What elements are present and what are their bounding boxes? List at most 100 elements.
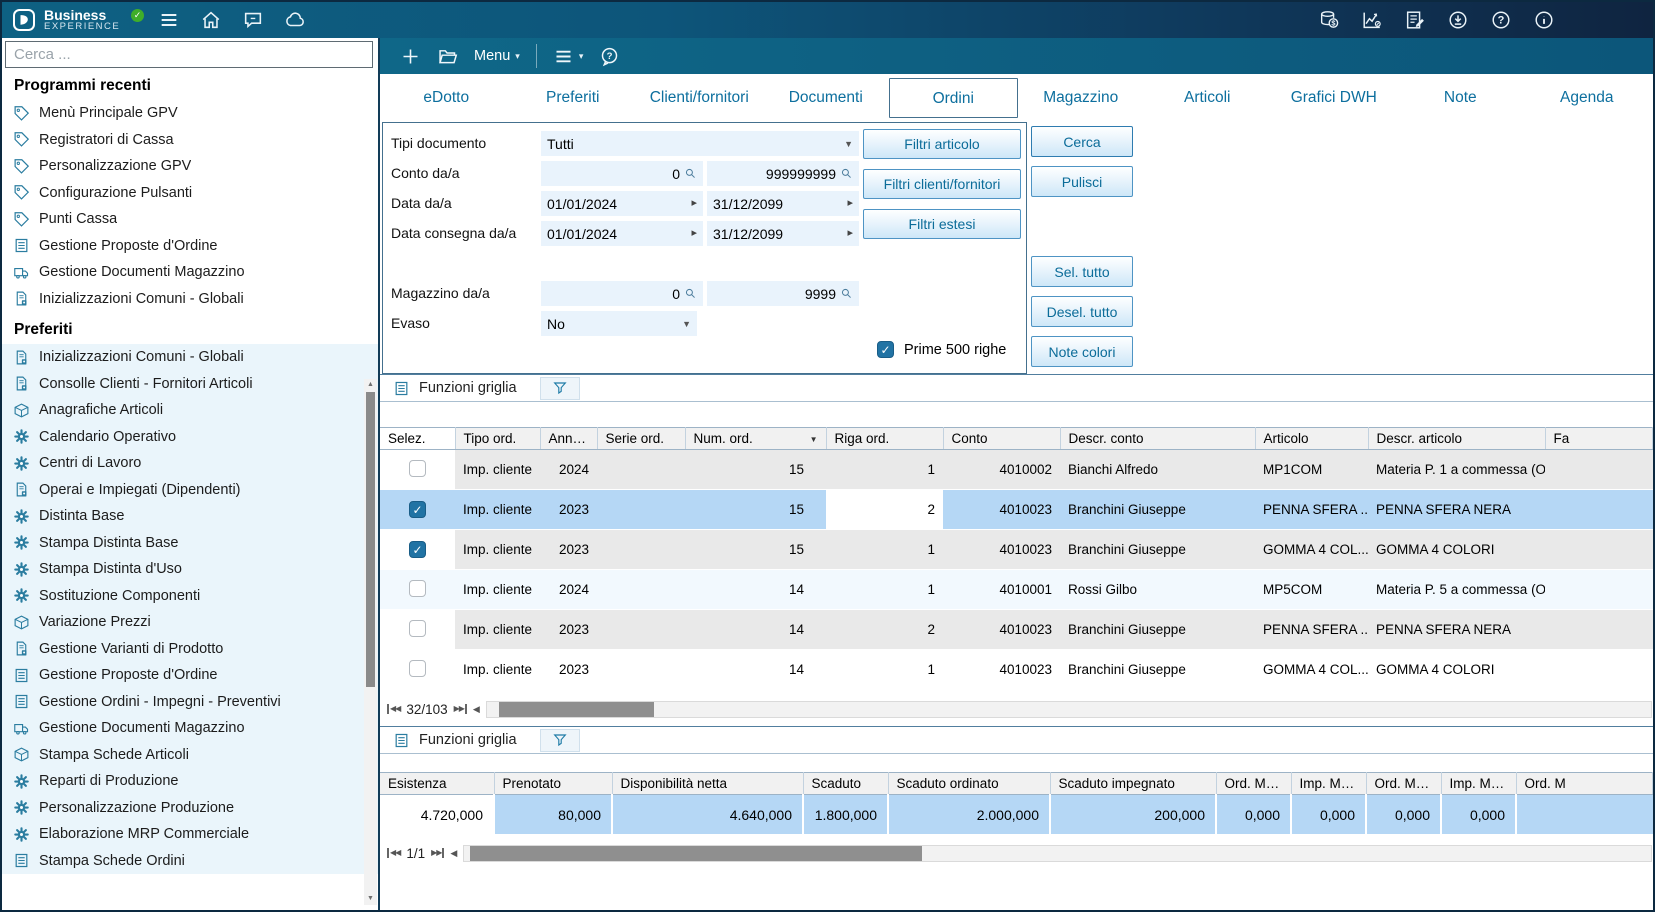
row-checkbox[interactable]	[409, 541, 426, 558]
favorite-item-variazione-prezzi[interactable]: Variazione Prezzi	[2, 609, 378, 636]
col-prenotato[interactable]: Prenotato	[494, 773, 612, 795]
col-num-ord[interactable]: ▼Num. ord.	[685, 428, 826, 450]
row-checkbox[interactable]	[409, 460, 426, 477]
sel-tutto-button[interactable]: Sel. tutto	[1031, 256, 1133, 287]
favorite-item-sostituzione-componenti[interactable]: Sostituzione Componenti	[2, 583, 378, 610]
col-ord-m1-b[interactable]: Ord. M1 ...	[1366, 773, 1441, 795]
sidebar-scrollbar[interactable]: ▲ ▼	[364, 379, 377, 905]
tab-grafici-dwh[interactable]: Grafici DWH	[1271, 78, 1398, 118]
search-icon[interactable]	[840, 167, 853, 180]
col-esistenza[interactable]: Esistenza	[380, 773, 494, 795]
favorite-item-elaborazione-mrp-commerciale[interactable]: Elaborazione MRP Commerciale	[2, 821, 378, 848]
data-to-input[interactable]: 31/12/2099 ▸	[707, 191, 859, 216]
prime-500-righe-checkbox[interactable]: Prime 500 righe	[877, 341, 1006, 358]
cerca-button[interactable]: Cerca	[1031, 126, 1133, 157]
data-from-input[interactable]: 01/01/2024 ▸	[541, 191, 703, 216]
magazzino-from-input[interactable]: 0	[541, 281, 703, 306]
data-consegna-from-input[interactable]: 01/01/2024 ▸	[541, 221, 703, 246]
conto-to-input[interactable]: 999999999	[707, 161, 859, 186]
database-save-button[interactable]	[1312, 9, 1346, 31]
horizontal-scrollbar[interactable]	[486, 701, 1652, 718]
tab-edotto[interactable]: eDotto	[383, 78, 510, 118]
favorite-item-gestione-documenti-magazzino[interactable]: Gestione Documenti Magazzino	[2, 715, 378, 742]
expand-arrow-icon[interactable]: ▸	[847, 228, 853, 239]
evaso-select[interactable]: No ▼	[541, 311, 697, 336]
list-options-dropdown[interactable]: ▾	[553, 46, 584, 67]
magazzino-to-input[interactable]: 9999	[707, 281, 859, 306]
col-serie-ord[interactable]: Serie ord.	[597, 428, 685, 450]
favorite-item-calendario-operativo[interactable]: Calendario Operativo	[2, 424, 378, 451]
tab-ordini[interactable]: Ordini	[889, 78, 1018, 118]
checkbox-checked-icon[interactable]	[877, 341, 894, 358]
menu-button[interactable]	[152, 9, 186, 31]
open-folder-button[interactable]	[437, 46, 458, 67]
favorite-item-personalizzazione-produzione[interactable]: Personalizzazione Produzione	[2, 795, 378, 822]
filtri-estesi-button[interactable]: Filtri estesi	[863, 209, 1021, 239]
col-selez[interactable]: Selez.	[380, 428, 455, 450]
favorite-item-centri-di-lavoro[interactable]: Centri di Lavoro	[2, 450, 378, 477]
col-scaduto-ordinato[interactable]: Scaduto ordinato	[888, 773, 1050, 795]
favorite-item-consolle-clienti-fornitori-articoli[interactable]: Consolle Clienti - Fornitori Articoli	[2, 371, 378, 398]
col-disponibilita-netta[interactable]: Disponibilità netta	[612, 773, 803, 795]
col-ord-m2[interactable]: Ord. M	[1516, 773, 1653, 795]
grid-filter-button[interactable]	[540, 729, 580, 752]
order-row[interactable]: Imp. cliente 2024 14 1 4010001 Rossi Gil…	[380, 570, 1653, 610]
conto-from-input[interactable]: 0	[541, 161, 703, 186]
col-anno-ord[interactable]: Anno o...	[540, 428, 597, 450]
row-select-cell[interactable]	[380, 530, 455, 570]
scrollbar-thumb[interactable]	[499, 702, 654, 717]
filtri-clienti-fornitori-button[interactable]: Filtri clienti/fornitori	[863, 169, 1021, 199]
download-button[interactable]	[1441, 9, 1475, 31]
toolbar-help-button[interactable]	[599, 46, 620, 67]
sidebar-item-punti-cassa[interactable]: Punti Cassa	[2, 206, 378, 233]
expand-arrow-icon[interactable]: ▸	[691, 228, 697, 239]
row-select-cell[interactable]	[380, 650, 455, 690]
favorite-item-stampa-schede-ordini[interactable]: Stampa Schede Ordini	[2, 848, 378, 875]
col-ord-m1-a[interactable]: Ord. M1 ...	[1216, 773, 1291, 795]
row-select-cell[interactable]	[380, 610, 455, 650]
tab-articoli[interactable]: Articoli	[1144, 78, 1271, 118]
favorite-item-gestione-ordini-impegni-preventivi[interactable]: Gestione Ordini - Impegni - Preventivi	[2, 689, 378, 716]
filtri-articolo-button[interactable]: Filtri articolo	[863, 129, 1021, 159]
row-checkbox[interactable]	[409, 660, 426, 677]
order-row[interactable]: Imp. cliente 2023 14 1 4010023 Branchini…	[380, 650, 1653, 690]
menu-dropdown[interactable]: Menu ▾	[474, 48, 520, 64]
favorite-item-stampa-distinta-d-uso[interactable]: Stampa Distinta d'Uso	[2, 556, 378, 583]
pager-last-icon[interactable]: ▶▶	[454, 704, 467, 714]
row-checkbox[interactable]	[409, 620, 426, 637]
pulisci-button[interactable]: Pulisci	[1031, 166, 1133, 197]
col-riga-ord[interactable]: Riga ord.	[826, 428, 943, 450]
home-button[interactable]	[194, 9, 228, 31]
statistics-button[interactable]	[1355, 9, 1389, 31]
expand-arrow-icon[interactable]: ▸	[847, 198, 853, 209]
tab-magazzino[interactable]: Magazzino	[1018, 78, 1145, 118]
favorite-item-distinta-base[interactable]: Distinta Base	[2, 503, 378, 530]
data-consegna-to-input[interactable]: 31/12/2099 ▸	[707, 221, 859, 246]
favorite-item-anagrafiche-articoli[interactable]: Anagrafiche Articoli	[2, 397, 378, 424]
order-row[interactable]: Imp. cliente 2024 15 1 4010002 Bianchi A…	[380, 450, 1653, 490]
favorite-item-gestione-varianti-di-prodotto[interactable]: Gestione Varianti di Prodotto	[2, 636, 378, 663]
help-button[interactable]	[1484, 9, 1518, 31]
horizontal-scrollbar[interactable]	[463, 845, 1652, 862]
scroll-up-icon[interactable]: ▲	[364, 379, 377, 391]
col-articolo[interactable]: Articolo	[1255, 428, 1368, 450]
search-icon[interactable]	[840, 287, 853, 300]
search-input[interactable]	[5, 41, 373, 68]
scroll-down-icon[interactable]: ▼	[364, 893, 377, 905]
row-select-cell[interactable]	[380, 450, 455, 490]
pager-first-icon[interactable]: ◀◀	[387, 848, 400, 858]
favorite-item-reparti-di-produzione[interactable]: Reparti di Produzione	[2, 768, 378, 795]
pager-first-icon[interactable]: ◀◀	[387, 704, 400, 714]
info-button[interactable]	[1527, 9, 1561, 31]
row-select-cell[interactable]	[380, 490, 455, 530]
row-checkbox[interactable]	[409, 580, 426, 597]
col-imp-m1-a[interactable]: Imp. M1 ...	[1291, 773, 1366, 795]
favorite-item-stampa-distinta-base[interactable]: Stampa Distinta Base	[2, 530, 378, 557]
scrollbar-thumb[interactable]	[470, 846, 922, 861]
notes-button[interactable]	[1398, 9, 1432, 31]
sidebar-item-registratori-di-cassa[interactable]: Registratori di Cassa	[2, 127, 378, 154]
tab-agenda[interactable]: Agenda	[1524, 78, 1651, 118]
favorite-item-stampa-schede-articoli[interactable]: Stampa Schede Articoli	[2, 742, 378, 769]
col-descr-articolo[interactable]: Descr. articolo	[1368, 428, 1545, 450]
sort-arrow-icon[interactable]: ▼	[810, 435, 818, 444]
